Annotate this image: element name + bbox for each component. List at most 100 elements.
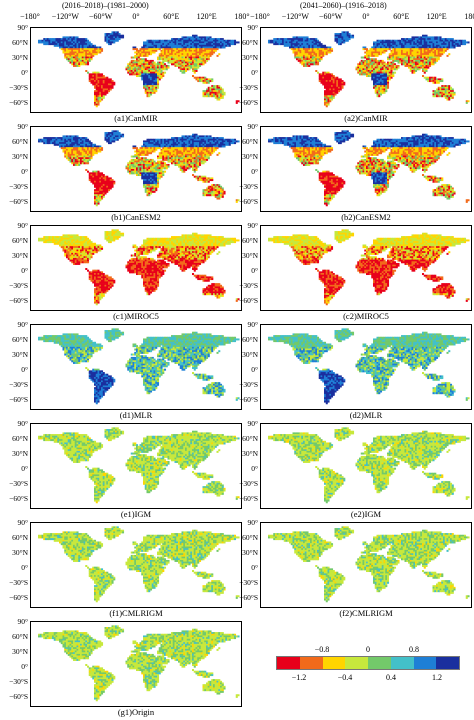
- land-cell: [108, 41, 111, 44]
- land-cell: [169, 54, 172, 57]
- land-cell: [292, 43, 295, 46]
- land-cell: [151, 167, 154, 170]
- land-cell: [436, 88, 439, 91]
- land-cell: [235, 100, 238, 103]
- land-cell: [429, 54, 432, 57]
- land-cell: [366, 53, 369, 56]
- land-cell: [193, 163, 196, 166]
- land-cell: [348, 34, 351, 37]
- land-cell: [223, 41, 226, 44]
- land-cell: [204, 158, 207, 161]
- land-cell: [402, 49, 405, 52]
- land-cell: [144, 81, 147, 84]
- land-cell: [209, 38, 212, 41]
- land-cell: [165, 41, 168, 44]
- land-cell: [146, 90, 149, 93]
- land-cell: [443, 95, 446, 98]
- land-cell: [183, 138, 186, 141]
- land-cell: [137, 174, 140, 177]
- land-cell: [415, 43, 418, 46]
- land-cell: [151, 147, 154, 150]
- land-cell: [329, 85, 332, 88]
- land-cell: [409, 46, 412, 49]
- land-cell: [76, 137, 79, 140]
- land-cell: [74, 51, 77, 54]
- land-cell: [441, 48, 444, 51]
- land-cell: [139, 66, 142, 69]
- land-cell: [136, 174, 139, 177]
- land-cell: [181, 49, 184, 52]
- land-cell: [94, 184, 97, 187]
- land-cell: [422, 48, 425, 51]
- land-cell: [404, 49, 407, 52]
- land-cell: [441, 80, 444, 83]
- land-cell: [144, 152, 147, 155]
- land-cell: [206, 179, 209, 182]
- land-cell: [186, 61, 189, 64]
- land-cell: [418, 44, 421, 47]
- land-cell: [69, 147, 72, 150]
- land-cell: [297, 41, 300, 44]
- land-cell: [213, 147, 216, 150]
- land-cell: [199, 38, 202, 41]
- land-cell: [207, 38, 210, 41]
- land-cell: [193, 150, 196, 153]
- land-cell: [181, 53, 184, 56]
- land-cell: [113, 34, 116, 37]
- land-cell: [78, 48, 81, 51]
- land-cell: [125, 167, 128, 170]
- land-cell: [99, 145, 102, 148]
- land-cell: [185, 147, 188, 150]
- land-cell: [364, 66, 367, 69]
- land-cell: [204, 61, 207, 64]
- land-cell: [320, 81, 323, 84]
- land-cell: [90, 153, 93, 156]
- land-cell: [109, 41, 112, 44]
- land-cell: [214, 46, 217, 49]
- land-cell: [120, 133, 123, 136]
- land-cell: [81, 58, 84, 61]
- land-cell: [148, 177, 151, 180]
- land-cell: [143, 182, 146, 185]
- land-cell: [374, 59, 377, 62]
- land-cell: [287, 39, 290, 42]
- land-cell: [193, 147, 196, 150]
- land-cell: [94, 81, 97, 84]
- land-cell: [113, 31, 116, 34]
- land-cell: [67, 54, 70, 57]
- land-cell: [162, 64, 165, 67]
- land-cell: [104, 132, 107, 135]
- land-cell: [90, 75, 93, 78]
- land-cell: [116, 130, 119, 133]
- land-cell: [192, 68, 195, 71]
- land-cell: [118, 33, 121, 36]
- land-cell: [332, 80, 335, 83]
- land-cell: [218, 41, 221, 44]
- land-cell: [146, 54, 149, 57]
- land-cell: [178, 160, 181, 163]
- land-cell: [193, 162, 196, 165]
- land-cell: [172, 44, 175, 47]
- land-cell: [207, 190, 210, 193]
- land-cell: [345, 36, 348, 39]
- land-cell: [200, 158, 203, 161]
- land-cell: [99, 90, 102, 93]
- land-cell: [331, 75, 334, 78]
- land-cell: [80, 147, 83, 150]
- land-cell: [213, 48, 216, 51]
- land-cell: [102, 85, 105, 88]
- land-cell: [150, 80, 153, 83]
- land-cell: [172, 41, 175, 44]
- land-cell: [411, 46, 414, 49]
- land-cell: [139, 61, 142, 64]
- land-cell: [376, 95, 379, 98]
- land-cell: [99, 172, 102, 175]
- land-cell: [211, 152, 214, 155]
- land-cell: [308, 44, 311, 47]
- land-cell: [387, 78, 390, 81]
- land-cell: [71, 36, 74, 39]
- land-cell: [141, 51, 144, 54]
- land-cell: [446, 88, 449, 91]
- land-cell: [92, 180, 95, 183]
- land-cell: [78, 152, 81, 155]
